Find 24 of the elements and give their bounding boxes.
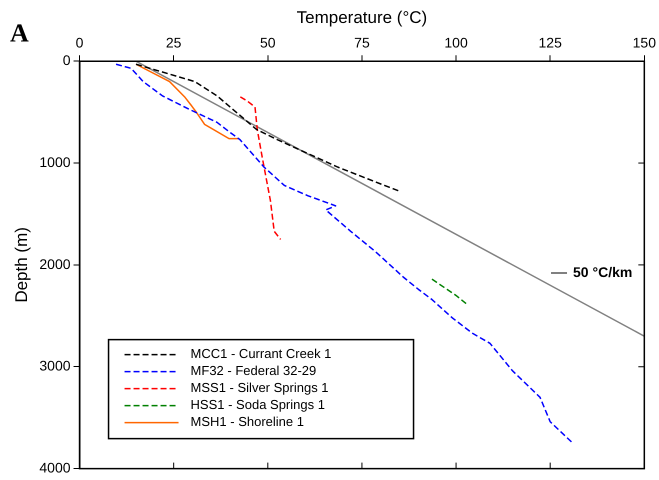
- legend-label: HSS1 - Soda Springs 1: [190, 397, 325, 412]
- y-tick-label: 1000: [39, 154, 71, 170]
- legend-label: MSS1 - Silver Springs 1: [190, 380, 329, 396]
- x-tick-label: 25: [166, 34, 182, 51]
- x-tick-label: 50: [260, 34, 276, 51]
- text: A: [10, 18, 29, 48]
- x-axis-title: Temperature (°C): [296, 8, 428, 27]
- y-tick-label: 2000: [39, 256, 71, 272]
- x-tick-label: 75: [354, 34, 370, 51]
- line-series: [135, 64, 402, 192]
- legend-label: 50 °C/km: [573, 264, 632, 280]
- legend-label: MCC1 - Currant Creek 1: [190, 346, 332, 362]
- line-series: [240, 96, 282, 240]
- legend-label: MSH1 - Shoreline 1: [190, 414, 304, 430]
- y-axis-title: Depth (m): [12, 227, 31, 303]
- x-tick-label: 100: [444, 34, 468, 51]
- y-tick-label: 4000: [39, 459, 71, 476]
- y-tick-label: 3000: [39, 358, 71, 374]
- x-tick-label: 125: [538, 34, 562, 51]
- x-tick-label: 0: [76, 34, 84, 51]
- legend-label: MF32 - Federal 32-29: [190, 363, 316, 378]
- x-tick-label: 150: [632, 34, 656, 51]
- y-tick-label: 0: [62, 52, 71, 68]
- line-series: [115, 64, 574, 444]
